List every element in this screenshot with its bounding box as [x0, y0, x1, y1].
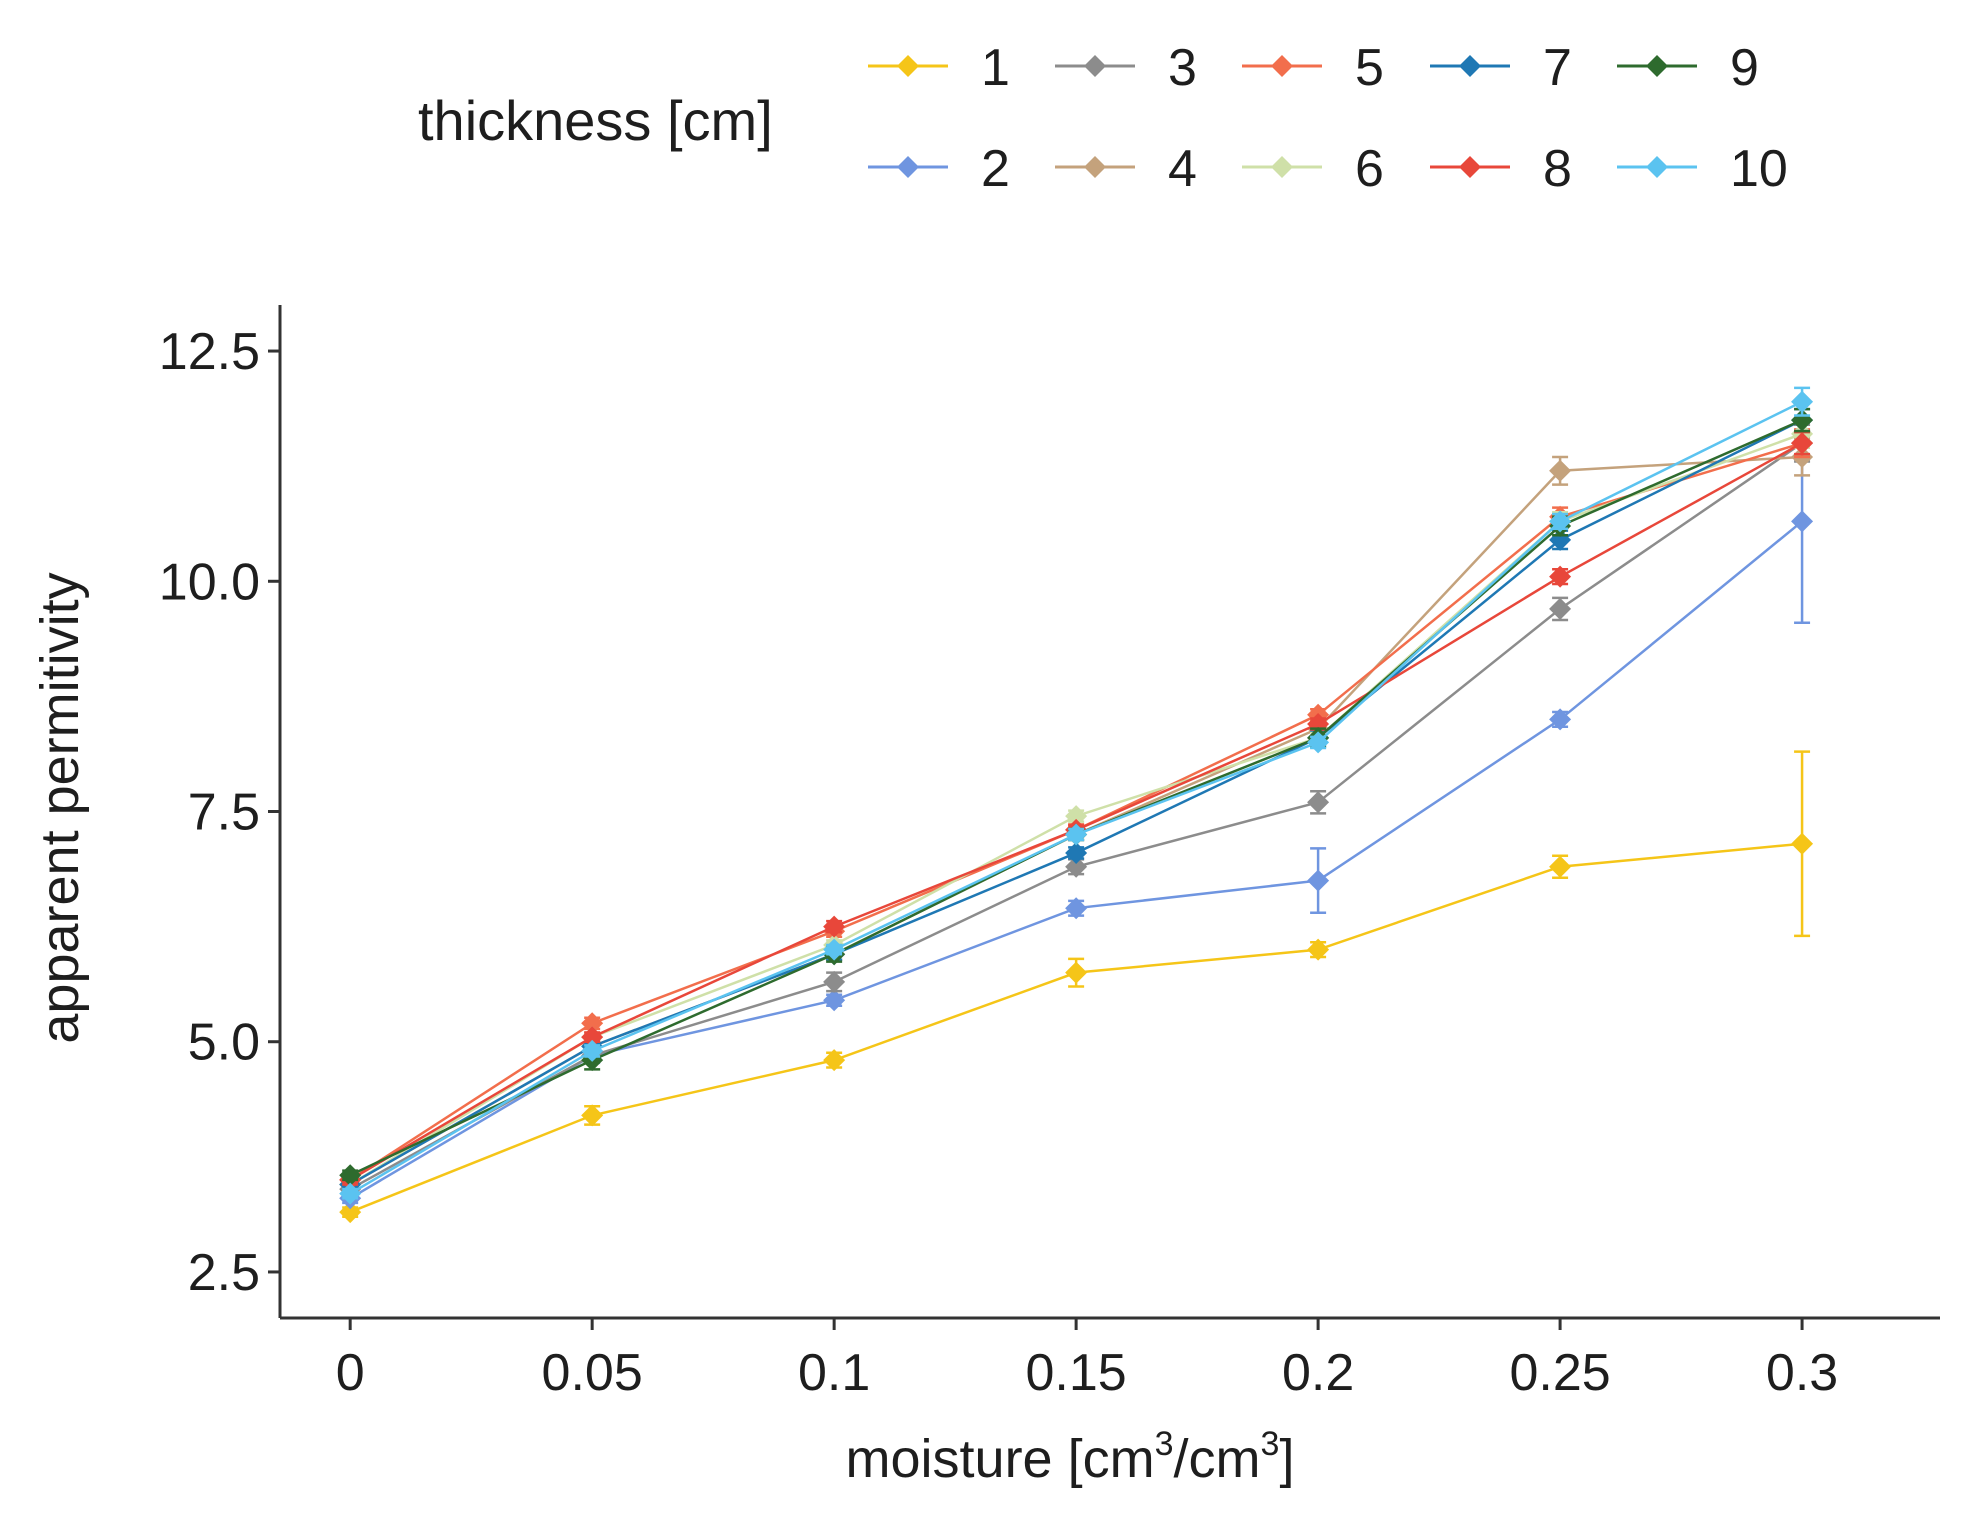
data-point — [1791, 832, 1814, 855]
data-point — [823, 938, 846, 961]
legend-label: 6 — [1355, 140, 1384, 198]
legend-label: 7 — [1543, 39, 1572, 97]
data-point — [1791, 432, 1814, 455]
legend-title: thickness [cm] — [418, 89, 773, 152]
y-tick-label: 2.5 — [188, 1244, 260, 1302]
x-axis-title: moisture [cm3/cm3] — [846, 1425, 1295, 1489]
legend-item-1: 1 — [868, 39, 1010, 97]
y-axis-title: apparent permitivity — [30, 572, 90, 1043]
data-point — [823, 1049, 846, 1072]
data-point — [823, 989, 846, 1012]
x-axis-title-sup1: 3 — [1155, 1425, 1174, 1463]
axes: 2.5 5.0 7.5 10.0 12.5 0 0.05 0.1 0.15 0.2 0.25 0.3 — [159, 305, 1940, 1402]
series-7 — [339, 407, 1814, 1196]
legend-key-point — [1084, 55, 1106, 77]
x-tick-label: 0.1 — [798, 1344, 870, 1402]
data-point — [1549, 565, 1572, 588]
x-tick-label: 0.15 — [1026, 1344, 1127, 1402]
series-10 — [339, 386, 1814, 1205]
data-point — [581, 1026, 604, 1049]
y-tick-label: 5.0 — [188, 1014, 260, 1072]
data-point — [339, 1201, 362, 1224]
y-tick-label: 10.0 — [159, 553, 260, 611]
legend-item-6: 6 — [1242, 140, 1384, 198]
legend-key-point — [897, 156, 919, 178]
x-axis-title-sup2: 3 — [1261, 1425, 1280, 1463]
legend-label: 2 — [981, 140, 1010, 198]
x-tick-label: 0.05 — [542, 1344, 643, 1402]
legend-item-2: 2 — [868, 140, 1010, 198]
legend-key-point — [1459, 156, 1481, 178]
legend-label: 5 — [1355, 39, 1384, 97]
legend-item-9: 9 — [1617, 39, 1759, 97]
data-point — [1307, 938, 1330, 961]
data-point — [823, 970, 846, 993]
data-point — [1791, 390, 1814, 413]
legend-key-point — [1646, 55, 1668, 77]
data-point — [1549, 855, 1572, 878]
data-point — [1307, 869, 1330, 892]
legend-item-7: 7 — [1430, 39, 1572, 97]
data-point — [1065, 841, 1088, 864]
data-point — [1791, 510, 1814, 533]
legend-label: 10 — [1730, 140, 1788, 198]
legend-label: 9 — [1730, 39, 1759, 97]
data-point — [1065, 897, 1088, 920]
plot-area — [339, 386, 1814, 1224]
legend-key-point — [1271, 55, 1293, 77]
series-line — [349, 418, 1803, 1177]
data-point — [1549, 708, 1572, 731]
y-tick-label: 7.5 — [188, 784, 260, 842]
legend-key-point — [1084, 156, 1106, 178]
data-point — [581, 1104, 604, 1127]
data-point — [1065, 855, 1088, 878]
legend-key-point — [897, 55, 919, 77]
x-tick-label: 0.2 — [1282, 1344, 1354, 1402]
x-axis-title-suffix: ] — [1279, 1429, 1294, 1489]
data-point — [1549, 597, 1572, 620]
legend-item-4: 4 — [1055, 140, 1197, 198]
data-point — [1549, 510, 1572, 533]
data-point — [823, 915, 846, 938]
data-point — [1549, 459, 1572, 482]
data-point — [339, 1164, 362, 1187]
series-6 — [339, 418, 1814, 1196]
legend-item-5: 5 — [1242, 39, 1384, 97]
legend-key-point — [1459, 55, 1481, 77]
legend-item-10: 10 — [1617, 140, 1788, 198]
data-point — [1065, 805, 1088, 828]
data-point — [1065, 961, 1088, 984]
y-tick-label: 12.5 — [159, 323, 260, 381]
data-point — [1307, 731, 1330, 754]
legend-label: 3 — [1168, 39, 1197, 97]
data-point — [339, 1182, 362, 1205]
legend-item-3: 3 — [1055, 39, 1197, 97]
x-tick-label: 0 — [336, 1344, 365, 1402]
x-tick-label: 0.25 — [1509, 1344, 1610, 1402]
series-line — [349, 400, 1803, 1195]
x-axis-title-prefix: moisture [cm — [846, 1429, 1155, 1489]
legend-label: 1 — [981, 39, 1010, 97]
data-point — [581, 1012, 604, 1035]
data-point — [581, 1039, 604, 1062]
x-tick-label: 0.3 — [1766, 1344, 1838, 1402]
data-point — [1307, 791, 1330, 814]
legend-key-point — [1646, 156, 1668, 178]
legend-label: 8 — [1543, 140, 1572, 198]
legend-key-point — [1271, 156, 1293, 178]
legend: thickness [cm] 1 2 3 4 5 6 7 8 9 10 — [418, 39, 1788, 198]
legend-item-8: 8 — [1430, 140, 1572, 198]
data-point — [1065, 823, 1088, 846]
legend-label: 4 — [1168, 140, 1197, 198]
x-axis-title-mid: /cm — [1174, 1429, 1261, 1489]
